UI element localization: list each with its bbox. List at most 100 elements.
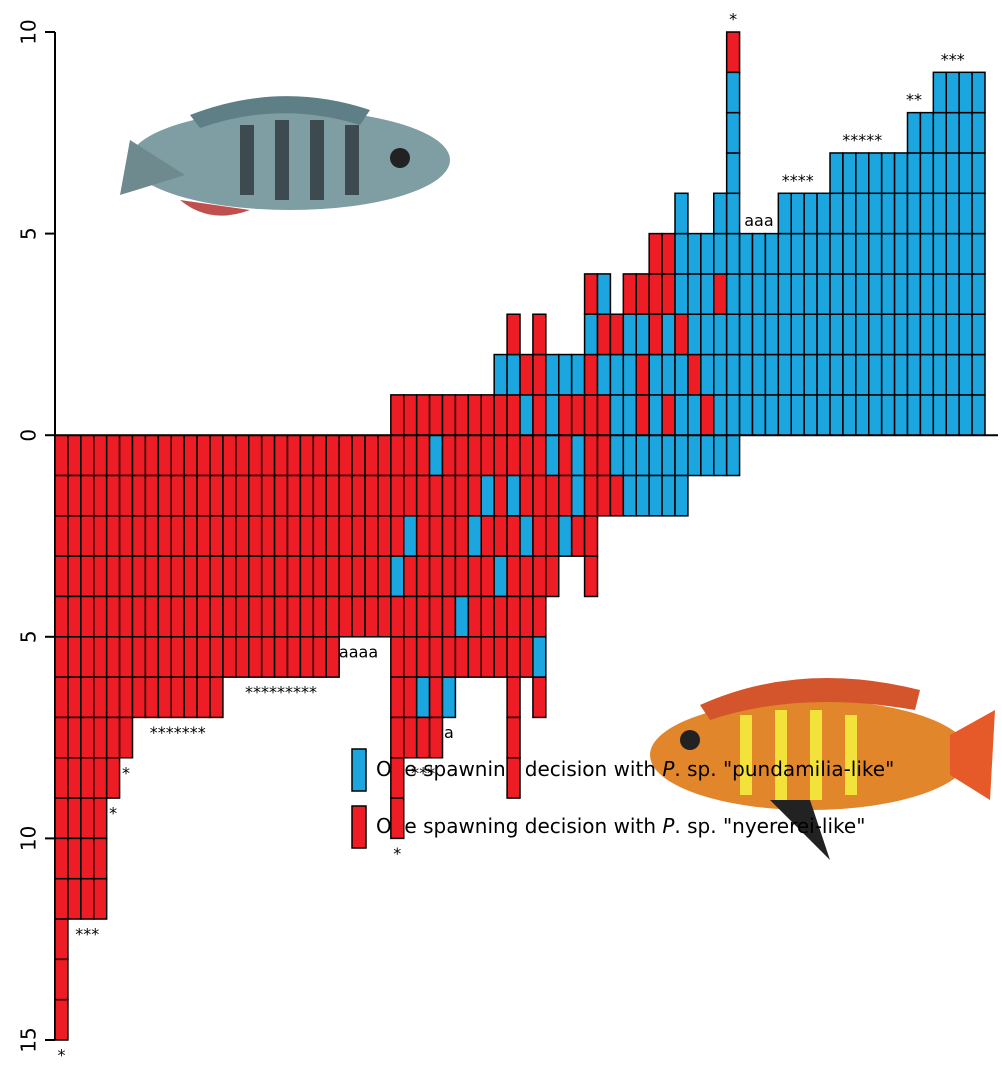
decision-block [895, 193, 908, 233]
decision-block [55, 596, 68, 636]
decision-block [972, 72, 985, 112]
decision-block [417, 395, 430, 435]
decision-block [649, 395, 662, 435]
decision-block [946, 234, 959, 274]
decision-block [107, 717, 120, 757]
legend-swatch [352, 806, 366, 848]
legend-swatch [352, 749, 366, 791]
decision-block [727, 32, 740, 72]
decision-block [649, 435, 662, 475]
decision-block [236, 476, 249, 516]
decision-block [326, 476, 339, 516]
significance-label: a [444, 723, 454, 742]
decision-block [404, 556, 417, 596]
decision-block [275, 516, 288, 556]
legend-text: P [662, 757, 675, 781]
decision-block [959, 355, 972, 395]
decision-block [972, 314, 985, 354]
decision-block [249, 435, 262, 475]
legend-text: P [662, 814, 675, 838]
decision-block [533, 355, 546, 395]
decision-block [753, 355, 766, 395]
decision-block [352, 435, 365, 475]
decision-block [753, 395, 766, 435]
decision-block [158, 516, 171, 556]
decision-block [275, 637, 288, 677]
decision-block [55, 959, 68, 999]
decision-block [417, 476, 430, 516]
decision-block [417, 556, 430, 596]
decision-block [68, 516, 81, 556]
decision-block [804, 355, 817, 395]
decision-block [585, 476, 598, 516]
decision-block [120, 717, 133, 757]
decision-block [352, 516, 365, 556]
decision-block [288, 556, 301, 596]
decision-block [946, 193, 959, 233]
decision-block [55, 476, 68, 516]
decision-block [804, 234, 817, 274]
decision-block [933, 193, 946, 233]
decision-block [972, 274, 985, 314]
decision-block [391, 516, 404, 556]
decision-block [197, 476, 210, 516]
decision-block [158, 476, 171, 516]
decision-block [391, 637, 404, 677]
decision-block [210, 556, 223, 596]
decision-block [133, 435, 146, 475]
decision-block [572, 476, 585, 516]
decision-block [740, 395, 753, 435]
decision-block [959, 193, 972, 233]
decision-block [882, 355, 895, 395]
decision-block [262, 476, 275, 516]
decision-block [81, 516, 94, 556]
decision-block [959, 113, 972, 153]
decision-block [688, 234, 701, 274]
decision-block [81, 435, 94, 475]
decision-block [908, 274, 921, 314]
decision-block [494, 476, 507, 516]
decision-block [494, 596, 507, 636]
significance-label: * [109, 804, 117, 823]
decision-block [882, 234, 895, 274]
decision-block [972, 153, 985, 193]
decision-block [688, 314, 701, 354]
decision-block [494, 435, 507, 475]
decision-block [107, 677, 120, 717]
y-tick-label: 15 [17, 1027, 41, 1052]
decision-block [817, 355, 830, 395]
decision-block [585, 314, 598, 354]
decision-block [133, 677, 146, 717]
decision-block [778, 274, 791, 314]
decision-block [856, 314, 869, 354]
decision-block [288, 476, 301, 516]
decision-block [430, 717, 443, 757]
decision-block [223, 556, 236, 596]
decision-block [94, 677, 107, 717]
decision-block [133, 476, 146, 516]
decision-block [598, 355, 611, 395]
decision-block [404, 516, 417, 556]
decision-block [895, 355, 908, 395]
decision-block [468, 516, 481, 556]
decision-block [494, 637, 507, 677]
decision-block [882, 395, 895, 435]
decision-block [94, 637, 107, 677]
decision-block [68, 637, 81, 677]
decision-block [830, 153, 843, 193]
decision-block [326, 637, 339, 677]
decision-block [378, 516, 391, 556]
decision-block [55, 798, 68, 838]
decision-block [145, 637, 158, 677]
decision-block [933, 274, 946, 314]
decision-block [520, 556, 533, 596]
decision-block [391, 758, 404, 798]
decision-block [765, 355, 778, 395]
y-tick-label: 5 [17, 630, 41, 643]
decision-block [443, 476, 456, 516]
decision-block [572, 516, 585, 556]
decision-block [856, 355, 869, 395]
decision-block [727, 72, 740, 112]
decision-block [610, 435, 623, 475]
decision-block [843, 193, 856, 233]
